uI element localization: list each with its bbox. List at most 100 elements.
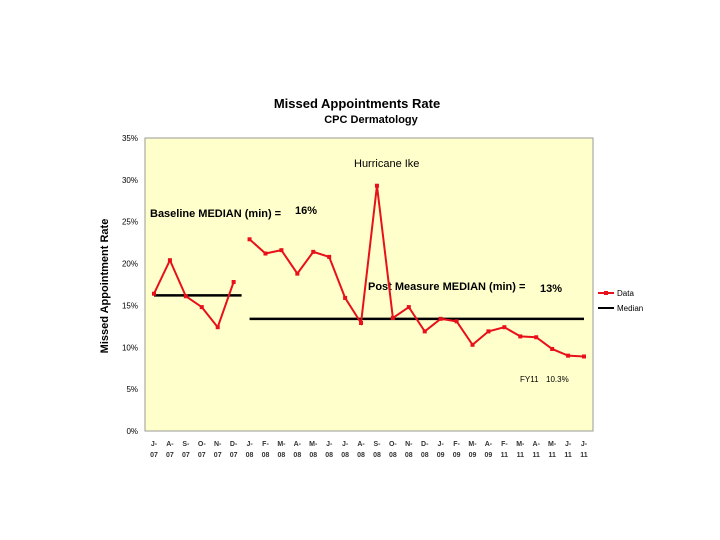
- data-point: [359, 321, 364, 326]
- x-tick-label: F-: [262, 441, 269, 448]
- legend-median-label: Median: [617, 304, 643, 313]
- x-tick-label: A-: [485, 441, 493, 448]
- y-tick-label: 35%: [122, 134, 138, 143]
- x-tick-label-year: 08: [262, 452, 270, 459]
- x-tick-label: A-: [166, 441, 174, 448]
- data-point: [502, 325, 507, 330]
- x-tick-label-year: 08: [405, 452, 413, 459]
- data-point: [534, 335, 539, 340]
- x-tick-label-year: 11: [501, 452, 509, 459]
- x-tick-label-year: 08: [293, 452, 301, 459]
- data-point: [263, 251, 268, 256]
- x-tick-label: M-: [277, 441, 286, 448]
- x-tick-label: J-: [326, 441, 333, 448]
- annotation-post-label: Post Measure MEDIAN (min) =: [368, 281, 525, 293]
- x-tick-label: J-: [438, 441, 445, 448]
- x-tick-label-year: 11: [564, 452, 572, 459]
- y-tick-label: 25%: [122, 218, 138, 227]
- data-point: [343, 295, 348, 300]
- x-tick-label: F-: [453, 441, 460, 448]
- y-tick-label: 15%: [122, 301, 138, 310]
- x-tick-label-year: 08: [278, 452, 286, 459]
- x-tick-label: J-: [565, 441, 572, 448]
- y-tick-label: 5%: [126, 385, 138, 394]
- x-tick-label-year: 08: [373, 452, 381, 459]
- x-tick-label: S-: [373, 441, 381, 448]
- x-tick-label-year: 08: [341, 452, 349, 459]
- data-point: [566, 353, 571, 358]
- data-point: [279, 248, 284, 253]
- x-tick-label: D-: [421, 441, 429, 448]
- data-point: [550, 346, 555, 351]
- data-point: [406, 305, 411, 310]
- x-tick-label-year: 08: [246, 452, 254, 459]
- annotation-baseline-value: 16%: [295, 205, 317, 217]
- data-point: [454, 319, 459, 324]
- x-tick-label: F-: [501, 441, 508, 448]
- x-tick-label: O-: [389, 441, 397, 448]
- legend: Data Median: [598, 289, 643, 313]
- x-tick-label: N-: [405, 441, 413, 448]
- x-tick-label-year: 11: [517, 452, 525, 459]
- data-point: [486, 329, 491, 334]
- y-tick-label: 0%: [126, 427, 138, 436]
- legend-data-marker: [604, 291, 608, 295]
- annotation-baseline-label: Baseline MEDIAN (min) =: [150, 208, 281, 220]
- data-point: [152, 291, 156, 296]
- data-point: [327, 254, 332, 259]
- annotation-fy11-value: 10.3%: [546, 375, 569, 384]
- x-tick-label-year: 08: [309, 452, 317, 459]
- x-tick-label-year: 08: [357, 452, 365, 459]
- data-point: [247, 237, 252, 242]
- legend-data-label: Data: [617, 289, 634, 298]
- data-point: [518, 334, 523, 339]
- x-tick-label-year: 07: [214, 452, 222, 459]
- annotation-fy11-label: FY11: [520, 375, 539, 384]
- x-tick-label-year: 09: [437, 452, 445, 459]
- data-point: [438, 316, 443, 321]
- x-tick-label: A-: [294, 441, 302, 448]
- x-tick-label: A-: [357, 441, 365, 448]
- x-tick-label-year: 07: [198, 452, 206, 459]
- y-axis-label: Missed Appointment Rate: [99, 219, 111, 354]
- x-tick-label-year: 11: [580, 452, 588, 459]
- data-point: [422, 329, 427, 334]
- data-point: [311, 249, 316, 254]
- x-tick-label: A-: [533, 441, 541, 448]
- data-line: [248, 185, 585, 358]
- plot-area: [144, 137, 594, 432]
- x-tick-label: J-: [151, 441, 158, 448]
- data-point: [374, 183, 379, 188]
- data-point: [231, 279, 236, 284]
- x-tick-label: J-: [342, 441, 349, 448]
- x-tick-label: D-: [230, 441, 238, 448]
- x-tick-label-year: 09: [453, 452, 461, 459]
- data-point: [167, 258, 172, 263]
- data-point: [470, 342, 475, 347]
- data-point: [183, 294, 188, 299]
- annotation-hurricane: Hurricane Ike: [354, 158, 419, 170]
- data-point: [582, 354, 586, 359]
- x-tick-label-year: 07: [166, 452, 174, 459]
- data-line: [153, 257, 235, 330]
- data-point: [199, 305, 204, 310]
- x-tick-label: M-: [516, 441, 525, 448]
- y-tick-label: 20%: [122, 260, 138, 269]
- x-tick-label-year: 11: [548, 452, 556, 459]
- y-tick-label: 10%: [122, 343, 138, 352]
- y-tick-label: 30%: [122, 176, 138, 185]
- x-tick-label: M-: [309, 441, 318, 448]
- x-tick-label-year: 07: [182, 452, 190, 459]
- x-tick-label-year: 08: [389, 452, 397, 459]
- data-point: [390, 315, 395, 320]
- x-tick-label: N-: [214, 441, 222, 448]
- x-tick-label-year: 07: [230, 452, 238, 459]
- x-tick-label: M-: [468, 441, 477, 448]
- data-point: [215, 325, 220, 330]
- x-tick-label-year: 08: [421, 452, 429, 459]
- x-tick-label: J-: [581, 441, 588, 448]
- x-tick-label-year: 09: [469, 452, 477, 459]
- x-tick-label-year: 11: [533, 452, 541, 459]
- chart-title: Missed Appointments Rate: [274, 96, 440, 111]
